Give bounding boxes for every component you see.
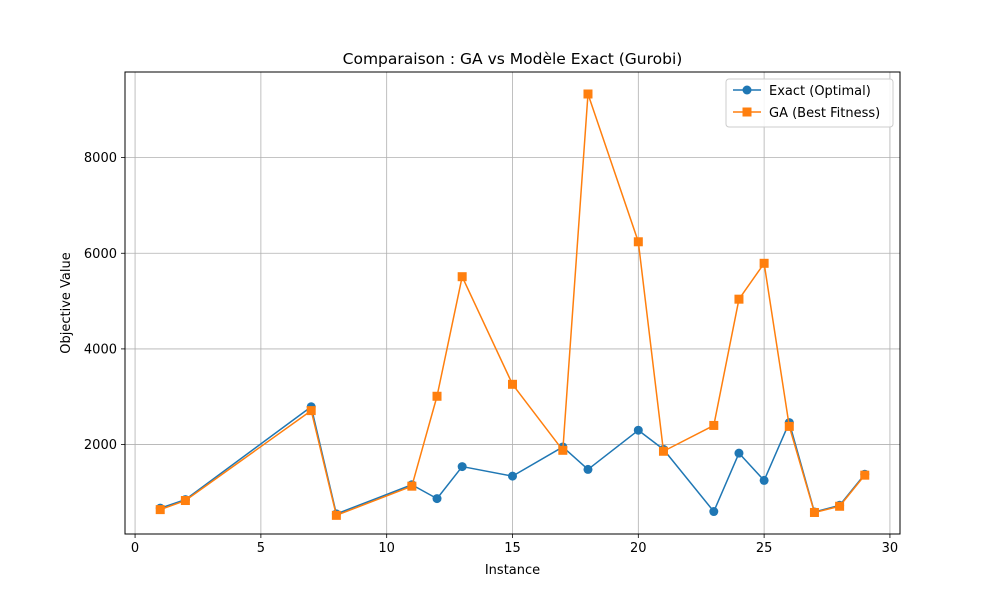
x-tick-label: 25 [756,541,773,556]
data-point-ga [155,505,165,515]
data-point-ga [180,496,190,506]
data-point-ga [508,379,517,389]
chart-title: Comparaison : GA vs Modèle Exact (Gurobi… [343,50,683,68]
x-tick-label: 30 [882,541,899,556]
x-tick-label: 15 [504,541,521,556]
y-tick-label: 6000 [84,247,117,262]
data-point-exact [508,471,517,481]
data-point-ga [835,501,845,511]
x-axis-label: Instance [485,563,540,578]
data-point-ga [583,89,593,99]
legend-box [725,78,894,128]
y-axis-label: Objective Value [59,252,74,353]
data-point-ga [784,421,794,431]
data-point-ga [306,406,316,416]
data-point-exact [759,475,769,485]
data-point-ga [809,507,819,517]
data-point-ga [457,272,467,282]
y-tick-label: 8000 [84,151,117,166]
data-point-ga [331,510,341,520]
legend-label-ga: GA (Best Fitness) [769,106,880,121]
data-point-ga [407,481,417,491]
data-point-exact [734,448,744,458]
data-point-exact [583,464,593,474]
series-layer [155,89,870,520]
data-point-exact [457,462,467,472]
x-tick-label: 0 [131,541,139,556]
axis-ticks: 0 5 10 15 20 25 30 2000 4000 6000 8000 [84,151,898,556]
data-point-ga [860,470,870,480]
legend-marker-exact [742,85,752,95]
data-point-exact [633,425,643,435]
x-tick-label: 10 [378,541,395,556]
data-point-ga [759,258,769,268]
data-point-exact [709,507,719,517]
data-point-ga [658,446,668,456]
series-ga [155,89,870,520]
legend-marker-ga [742,107,752,117]
x-tick-label: 5 [257,541,265,556]
data-point-ga [558,445,568,455]
data-point-exact [432,494,442,504]
x-tick-label: 20 [630,541,647,556]
grid-lines [125,72,900,534]
y-tick-label: 2000 [84,438,117,453]
y-tick-label: 4000 [84,342,117,357]
data-point-ga [709,420,719,430]
legend: Exact (Optimal) GA (Best Fitness) [725,78,894,128]
data-point-ga [633,237,643,247]
data-point-ga [734,294,744,304]
legend-label-exact: Exact (Optimal) [769,84,871,99]
data-point-ga [432,391,442,401]
